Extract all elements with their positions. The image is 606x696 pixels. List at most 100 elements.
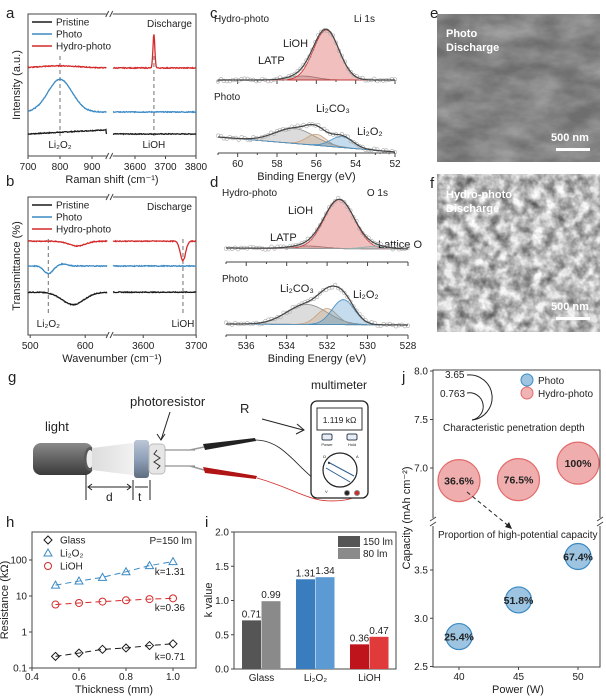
bar <box>261 601 281 669</box>
data-point <box>168 639 178 649</box>
data-point <box>254 79 259 84</box>
bar <box>350 644 369 669</box>
data-point <box>354 308 359 313</box>
data-point <box>320 217 326 222</box>
data-point <box>304 58 309 63</box>
legend-label: Hydro-photo <box>56 225 111 236</box>
envelope-line <box>226 285 408 326</box>
bubble-label: 76.5% <box>504 475 534 487</box>
light-beam <box>92 442 140 476</box>
series-line-hydro-photo <box>112 239 197 262</box>
bubble-label: 36.6% <box>444 476 474 488</box>
component-label: LiOH <box>288 205 313 217</box>
proportion-caption: Proportion of high-potential capacity <box>438 530 598 541</box>
x-tick-label: 900 <box>84 162 101 173</box>
peak-label: LiOH <box>172 319 195 330</box>
x-tick-label: 0.6 <box>72 672 86 683</box>
y-tick-label: 2.0 <box>215 528 229 539</box>
y-tick-label: 100 <box>10 556 27 567</box>
data-point <box>121 566 131 576</box>
x-tick-label: 45 <box>513 672 525 683</box>
multimeter-display: 1.119 kΩ <box>323 415 357 425</box>
axis-break-gap <box>107 194 114 200</box>
data-point <box>50 580 61 589</box>
data-point <box>98 597 107 606</box>
legend-label: Pristine <box>56 18 90 29</box>
data-point <box>97 644 108 655</box>
data-point <box>227 79 232 84</box>
y-tick-label: 0.5 <box>215 630 229 641</box>
panel-label-f: f <box>430 175 435 192</box>
y-tick-label: 8.0 <box>414 367 428 378</box>
x-axis-label: Binding Energy (eV) <box>268 353 366 365</box>
legend-label: Pristine <box>56 201 90 212</box>
axis-break-gap <box>107 332 114 338</box>
y-axis-label: Transmittance (%) <box>11 221 23 310</box>
component-label: Li₂CO₃ <box>316 103 350 115</box>
data-point <box>389 77 395 82</box>
data-point <box>221 136 226 141</box>
bubble <box>556 441 600 485</box>
x-tick-label: 54 <box>350 159 362 170</box>
x-tick-label: 534 <box>278 341 295 352</box>
thickness-label: t <box>138 490 142 504</box>
chart-xps-o1s: 536 534 532 530 528 Binding Energy (eV) O 1s Hy… <box>222 188 422 365</box>
data-point <box>239 76 244 82</box>
data-point <box>363 78 368 83</box>
component-label: Li₂O₂ <box>357 126 383 138</box>
bar-value-label: 1.31 <box>296 568 316 579</box>
condition-label: Discharge <box>147 202 192 213</box>
multimeter-icon: 1.119 kΩ Power Hold Ω A V <box>310 400 369 499</box>
scale-bar <box>556 148 590 151</box>
panel-label-b: b <box>6 173 14 190</box>
x-tick-label: 0.4 <box>25 672 39 683</box>
bar <box>242 620 261 669</box>
y-tick-label: 1.0 <box>215 596 229 607</box>
panel-label-d: d <box>210 174 218 191</box>
bar-value-label: 1.34 <box>315 566 335 577</box>
light-label: light <box>45 419 69 434</box>
sem-image-hydro-photo: Hydro-photo Discharge 500 nm <box>437 174 600 332</box>
y-tick-label: 3.5 <box>414 566 428 577</box>
data-point <box>342 290 347 296</box>
x-tick-label: 60 <box>232 159 244 170</box>
axis-break-mark <box>596 516 604 527</box>
data-point <box>301 62 306 68</box>
axis-break-mark <box>429 516 437 527</box>
data-point <box>324 211 329 216</box>
data-point <box>354 142 359 147</box>
spectrum-label: Hydro-photo <box>222 188 277 199</box>
fit-slope-label: k=0.71 <box>155 652 186 663</box>
legend-marker <box>44 562 52 570</box>
depth-arc-inner <box>466 392 484 421</box>
ohm-mark: Ω <box>323 454 326 459</box>
data-point <box>260 321 265 326</box>
series-line-photo <box>27 78 107 114</box>
data-point <box>405 323 411 328</box>
power-note: P=150 lm <box>149 536 192 547</box>
data-point <box>317 291 323 296</box>
y-axis-label: k value <box>203 583 215 618</box>
legend-marker <box>43 535 53 545</box>
legend-marker <box>520 373 534 387</box>
data-point <box>348 299 353 304</box>
volt-mark: V <box>325 489 328 494</box>
spectrum-label: Hydro-photo <box>214 14 269 25</box>
data-point <box>348 208 353 213</box>
sem-label-line2: Discharge <box>446 203 499 215</box>
sem-label-line2: Discharge <box>446 42 499 54</box>
plot-frame <box>31 531 197 669</box>
y-axis-label: Capacity (mAh cm⁻²) <box>401 467 413 570</box>
data-point <box>245 76 250 81</box>
x-tick-label: 500 <box>22 341 39 352</box>
data-point <box>302 239 307 245</box>
data-point <box>74 576 84 585</box>
component-label: LiOH <box>283 38 308 50</box>
legend-label: 80 lm <box>363 549 387 560</box>
resistance-label: R <box>240 401 249 416</box>
x-tick-label: 536 <box>238 341 255 352</box>
sample-disk <box>134 440 149 478</box>
bubble-label: 25.4% <box>444 632 474 644</box>
y-tick-label: 1 <box>21 628 27 639</box>
x-axis-label: Thickness (mm) <box>75 684 153 696</box>
